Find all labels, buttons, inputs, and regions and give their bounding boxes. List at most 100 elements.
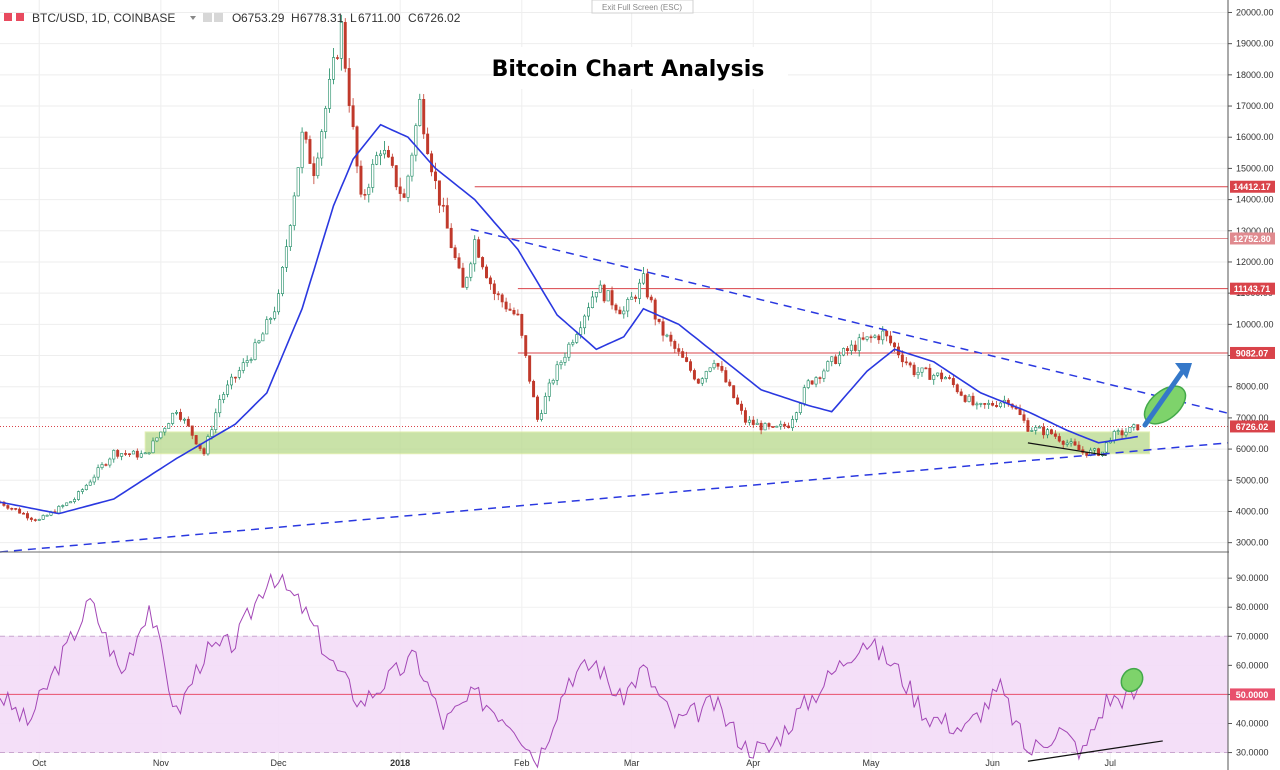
chevron-down-icon[interactable] [190, 16, 196, 20]
ohlc-low-label: L [350, 11, 357, 25]
price-ytick-label: 3000.00 [1236, 538, 1269, 548]
candle-body [441, 204, 445, 207]
candle-body [465, 276, 469, 288]
candle-body [410, 154, 414, 177]
exit-fullscreen-button[interactable]: Exit Full Screen (ESC) [591, 0, 694, 14]
candle-body [300, 131, 304, 168]
candle-body [947, 377, 951, 379]
symbol-label[interactable]: BTC/USD, 1D, COINBASE [32, 11, 175, 25]
candle-body [343, 22, 347, 69]
price-ytick-label: 8000.00 [1236, 382, 1269, 392]
exit-fullscreen-bg[interactable] [591, 0, 694, 14]
candle-body [830, 356, 834, 362]
candle-body [1073, 441, 1077, 446]
candle-body [284, 246, 288, 268]
candle-body [210, 429, 214, 437]
candle-body [869, 336, 873, 339]
candle-body [10, 508, 14, 510]
ohlc-high-label: H [291, 11, 300, 25]
candle-body [33, 519, 37, 521]
candle-body [383, 149, 386, 155]
candle-body [618, 309, 622, 315]
candle-body [222, 394, 226, 400]
candle-body [610, 290, 614, 306]
candle-body [908, 362, 912, 366]
rsi-line [0, 572, 1139, 769]
candle-body [1085, 452, 1089, 456]
candle-body [555, 364, 559, 381]
candle-body [732, 385, 736, 399]
candle-body [175, 411, 179, 414]
candle-body [967, 395, 971, 402]
rsi-ytick-label: 80.0000 [1236, 602, 1269, 612]
candle-body [692, 370, 696, 380]
rsi-ytick-label: 30.0000 [1236, 748, 1269, 758]
candle-body [22, 512, 26, 515]
candle-body [810, 380, 814, 385]
candle-body [269, 318, 273, 320]
candle-body [834, 356, 838, 364]
price-ytick-label: 6000.00 [1236, 444, 1269, 454]
candle-body [606, 290, 610, 302]
candle-body [241, 362, 245, 371]
candle-body [445, 205, 449, 229]
candle-body [975, 403, 979, 406]
moving-average-line [0, 123, 1138, 515]
candle-body [453, 247, 457, 258]
candle-body [912, 364, 916, 376]
candle-body [900, 354, 904, 363]
candle-body [673, 341, 677, 349]
candle-body [257, 340, 261, 344]
price-ytick-label: 20000.00 [1236, 7, 1274, 17]
candle-body [371, 163, 375, 188]
title-background [500, 47, 788, 89]
candle-body [434, 171, 437, 182]
last-price-badge [1230, 420, 1275, 433]
candle-body [940, 372, 944, 380]
breakout-annotation [1142, 363, 1192, 428]
exit-fullscreen-label[interactable]: Exit Full Screen (ESC) [602, 3, 682, 12]
candle-body [1069, 441, 1073, 444]
rsi-trendline [1027, 740, 1163, 762]
candle-body [1116, 430, 1120, 432]
indicator-settings-icon[interactable] [214, 13, 223, 22]
candle-body [532, 380, 536, 398]
candle-body [806, 380, 810, 388]
candle-body [724, 370, 728, 383]
candle-body [991, 402, 995, 406]
candle-body [893, 342, 896, 348]
rsi-annotation-ellipse [1120, 667, 1144, 693]
up-arrow-head-icon [1175, 363, 1192, 379]
candle-body [736, 397, 740, 405]
top-toolbar: BTC/USD, 1D, COINBASE O 6753.29 H 6778.3… [4, 11, 461, 25]
price-level-badge-text: 12752.80 [1233, 234, 1271, 244]
candle-body [45, 514, 49, 517]
x-tick-label: 2018 [390, 758, 410, 768]
candle-body [449, 227, 453, 249]
candle-body [25, 513, 29, 519]
candle-body [845, 348, 849, 352]
candle-body [602, 284, 606, 302]
dashed-trendline [470, 228, 1229, 414]
candle-body [159, 431, 163, 439]
candle-body [418, 99, 422, 126]
candle-body [747, 419, 751, 423]
price-level-badge [1230, 232, 1275, 245]
candle-body [508, 308, 512, 311]
candle-body [928, 367, 932, 380]
candle-body [614, 304, 618, 311]
candle-body [6, 505, 10, 509]
candle-body [959, 391, 963, 396]
indicator-settings-icon[interactable] [203, 13, 212, 22]
price-level-badge-text: 14412.17 [1233, 182, 1271, 192]
candle-body [29, 517, 33, 520]
candle-body [76, 491, 80, 500]
candle-body [728, 381, 732, 386]
candle-body [457, 257, 461, 269]
candle-body [657, 318, 661, 322]
candle-body [273, 311, 277, 319]
candle-body [1097, 448, 1101, 456]
price-level-badge-text: 9082.07 [1236, 348, 1269, 358]
candle-body [677, 348, 681, 352]
